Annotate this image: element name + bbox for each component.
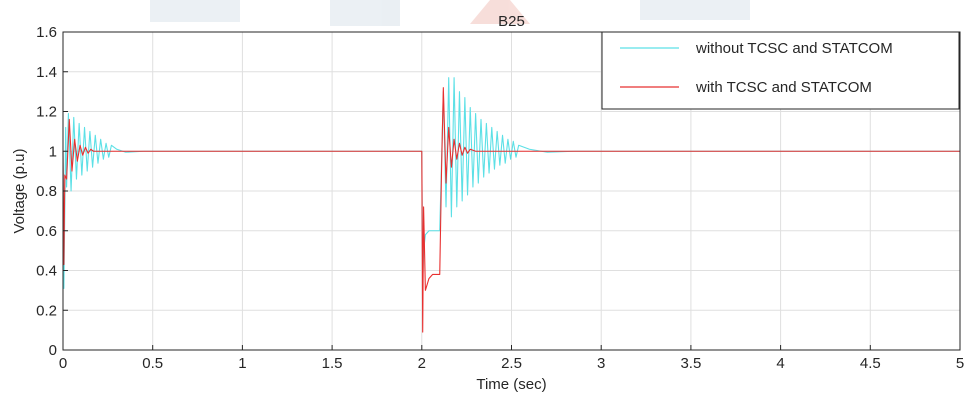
x-tick-label: 4	[776, 355, 784, 372]
y-tick-label: 0.6	[36, 223, 57, 240]
x-tick-label: 2	[418, 355, 426, 372]
y-tick-label: 1	[49, 143, 57, 160]
ticks: 0 0.5 1 1.5 2 2.5 3 3.5 4 4.5 5 0 0.2 0.4 0.6 0.8 1 1.2 1.…	[36, 24, 964, 372]
x-tick-label: 1.5	[322, 355, 343, 372]
x-tick-label: 0.5	[142, 355, 163, 372]
chart-title: B25	[498, 13, 525, 30]
y-tick-label: 0.4	[36, 263, 57, 280]
legend-box	[601, 31, 960, 110]
x-tick-label: 5	[956, 355, 964, 372]
y-tick-label: 0	[49, 342, 57, 359]
x-tick-label: 1	[238, 355, 246, 372]
y-tick-label: 1.2	[36, 104, 57, 121]
x-tick-label: 0	[59, 355, 67, 372]
y-axis-label: Voltage (p.u)	[11, 148, 28, 233]
watermark	[150, 0, 750, 26]
y-tick-label: 1.6	[36, 24, 57, 41]
x-axis-label: Time (sec)	[476, 376, 546, 393]
x-tick-label: 3	[597, 355, 605, 372]
y-tick-label: 1.4	[36, 64, 57, 81]
series-line-with-tcsc-and-statcom	[62, 87, 960, 333]
y-tick-label: 0.8	[36, 183, 57, 200]
series-layer	[62, 77, 960, 333]
legend-entry-without-tcsc-and-statcom: without TCSC and STATCOM	[695, 40, 893, 57]
x-tick-label: 3.5	[680, 355, 701, 372]
y-tick-label: 0.2	[36, 302, 57, 319]
legend-entry-with-tcsc-and-statcom: with TCSC and STATCOM	[695, 79, 872, 96]
legend[interactable]: without TCSC and STATCOM with TCSC and S…	[601, 31, 960, 110]
x-tick-label: 4.5	[860, 355, 881, 372]
x-tick-label: 2.5	[501, 355, 522, 372]
